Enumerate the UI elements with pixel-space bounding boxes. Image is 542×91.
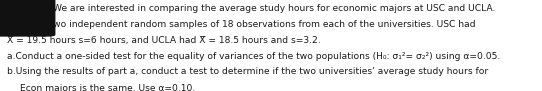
FancyBboxPatch shape <box>0 0 55 36</box>
Text: We are interested in comparing the average study hours for economic majors at US: We are interested in comparing the avera… <box>53 4 495 13</box>
Text: We drew two independent random samples of 18 observations from each of the unive: We drew two independent random samples o… <box>7 20 475 29</box>
Text: a.Conduct a one-sided test for the equality of variances of the two populations : a.Conduct a one-sided test for the equal… <box>7 52 500 61</box>
Text: Econ majors is the same. Use α=0.10.: Econ majors is the same. Use α=0.10. <box>20 84 195 91</box>
Text: X̅ = 19.5 hours s=6 hours, and UCLA had X̅ = 18.5 hours and s=3.2.: X̅ = 19.5 hours s=6 hours, and UCLA had … <box>7 36 320 45</box>
Text: b.Using the results of part a, conduct a test to determine if the two universiti: b.Using the results of part a, conduct a… <box>7 67 488 76</box>
